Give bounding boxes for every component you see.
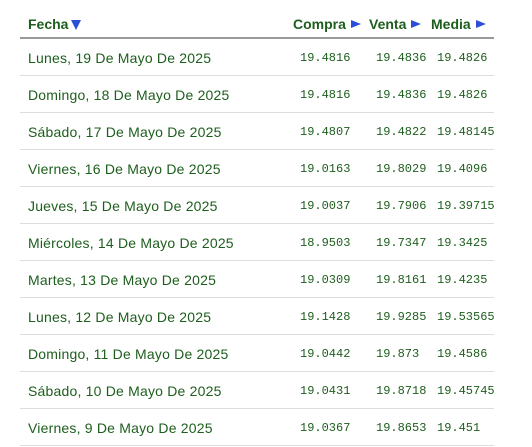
compra-cell: 19.4816 — [300, 88, 351, 102]
venta-cell: 19.8718 — [376, 384, 427, 398]
media-cell: 19.451 — [437, 421, 481, 435]
fecha-cell: Viernes, 9 De Mayo De 2025 — [28, 420, 213, 436]
compra-cell: 19.0431 — [300, 384, 351, 398]
venta-cell: 19.8161 — [376, 273, 427, 287]
venta-cell: 19.4822 — [376, 125, 427, 139]
fecha-cell: Miércoles, 14 De Mayo De 2025 — [28, 235, 234, 251]
exchange-rate-table: Fecha Compra Venta Media Lunes, 19 De Ma… — [20, 10, 495, 446]
media-cell: 19.4235 — [437, 273, 488, 287]
table-row: Domingo, 11 De Mayo De 2025 19.0442 19.873… — [20, 335, 494, 372]
compra-cell: 19.1428 — [300, 310, 351, 324]
sort-arrow-icon — [411, 20, 422, 28]
sort-descending-icon — [71, 19, 82, 30]
fecha-cell: Lunes, 12 De Mayo De 2025 — [28, 309, 212, 325]
compra-cell: 19.4816 — [300, 51, 351, 65]
table-row: Martes, 13 De Mayo De 2025 19.0309 19.8161… — [20, 261, 494, 298]
venta-cell: 19.8653 — [376, 421, 427, 435]
fecha-cell: Domingo, 18 De Mayo De 2025 — [28, 87, 230, 103]
table-row: Lunes, 12 De Mayo De 2025 19.1428 19.9285 1… — [20, 298, 495, 335]
venta-cell: 19.4836 — [376, 88, 427, 102]
media-cell: 19.4826 — [437, 88, 488, 102]
sort-arrow-icon — [350, 20, 361, 28]
fecha-cell: Martes, 13 De Mayo De 2025 — [28, 272, 217, 288]
table-row: Domingo, 18 De Mayo De 2025 19.4816 19.483… — [20, 76, 494, 113]
media-cell: 19.4096 — [437, 162, 488, 176]
sort-arrow-icon — [475, 20, 486, 28]
table-row: Sábado, 17 De Mayo De 2025 19.4807 19.4822… — [20, 113, 495, 150]
venta-cell: 19.7347 — [376, 236, 427, 250]
media-cell: 19.4586 — [437, 347, 488, 361]
media-cell: 19.39715 — [437, 199, 495, 213]
compra-column-header[interactable]: Compra — [293, 16, 361, 32]
table-header: Fecha Compra Venta Media — [20, 10, 494, 39]
table-row: Jueves, 15 De Mayo De 2025 19.0037 19.7906… — [20, 187, 495, 224]
table-row: Viernes, 9 De Mayo De 2025 19.0367 19.8653… — [20, 409, 494, 446]
compra-cell: 19.0442 — [300, 347, 351, 361]
compra-header-label: Compra — [293, 16, 346, 32]
media-cell: 19.48145 — [437, 125, 495, 139]
venta-column-header[interactable]: Venta — [369, 16, 422, 32]
venta-cell: 19.4836 — [376, 51, 427, 65]
fecha-cell: Sábado, 10 De Mayo De 2025 — [28, 383, 222, 399]
table-body: Lunes, 19 De Mayo De 2025 19.4816 19.4836 1… — [20, 39, 495, 446]
fecha-column-header[interactable]: Fecha — [28, 16, 82, 32]
venta-cell: 19.7906 — [376, 199, 427, 213]
fecha-cell: Domingo, 11 De Mayo De 2025 — [28, 346, 229, 362]
compra-cell: 19.4807 — [300, 125, 351, 139]
compra-cell: 18.9503 — [300, 236, 351, 250]
venta-cell: 19.9285 — [376, 310, 427, 324]
media-column-header[interactable]: Media — [431, 16, 486, 32]
fecha-cell: Viernes, 16 De Mayo De 2025 — [28, 161, 221, 177]
compra-cell: 19.0163 — [300, 162, 351, 176]
table-row: Lunes, 19 De Mayo De 2025 19.4816 19.4836 1… — [20, 39, 494, 76]
media-cell: 19.45745 — [437, 384, 495, 398]
fecha-cell: Jueves, 15 De Mayo De 2025 — [28, 198, 218, 214]
compra-cell: 19.0309 — [300, 273, 351, 287]
compra-cell: 19.0367 — [300, 421, 351, 435]
media-cell: 19.3425 — [437, 236, 488, 250]
fecha-cell: Lunes, 19 De Mayo De 2025 — [28, 50, 212, 66]
media-header-label: Media — [431, 16, 471, 32]
media-cell: 19.4826 — [437, 51, 488, 65]
venta-header-label: Venta — [369, 16, 407, 32]
fecha-header-label: Fecha — [28, 16, 69, 32]
table-row: Miércoles, 14 De Mayo De 2025 18.9503 19.7… — [20, 224, 494, 261]
venta-cell: 19.873 — [376, 347, 420, 361]
table-row: Sábado, 10 De Mayo De 2025 19.0431 19.8718… — [20, 372, 495, 409]
venta-cell: 19.8029 — [376, 162, 427, 176]
media-cell: 19.53565 — [437, 310, 495, 324]
table-row: Viernes, 16 De Mayo De 2025 19.0163 19.802… — [20, 150, 494, 187]
compra-cell: 19.0037 — [300, 199, 351, 213]
fecha-cell: Sábado, 17 De Mayo De 2025 — [28, 124, 222, 140]
